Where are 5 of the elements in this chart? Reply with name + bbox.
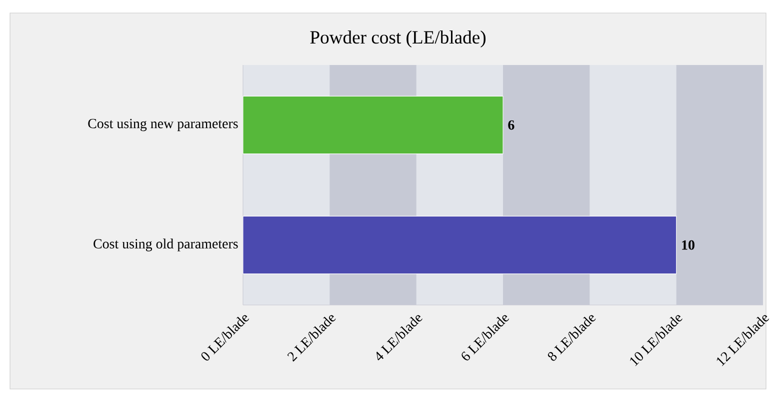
data-label: 6	[508, 120, 514, 130]
data-label: 10	[682, 240, 694, 250]
y-tick-label: Cost using old parameters	[94, 238, 238, 252]
chart-title: Powder cost (LE/blade)	[310, 30, 486, 48]
y-tick-label: Cost using new parameters	[88, 118, 238, 132]
